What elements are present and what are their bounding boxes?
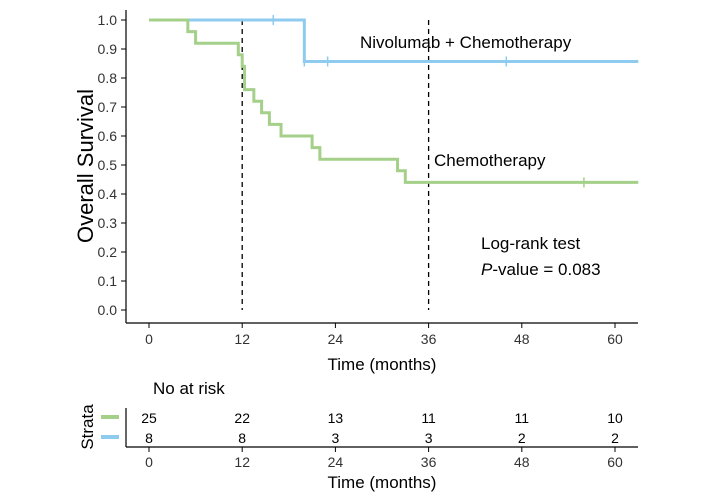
risk-x-tick-group: 0 12 24 36 48 60 xyxy=(145,447,623,470)
stat-test-label: Log-rank test xyxy=(481,234,580,253)
risk-cell: 22 xyxy=(234,410,250,426)
x-tick-label: 36 xyxy=(421,331,437,347)
risk-cell: 11 xyxy=(421,410,436,426)
risk-x-tick-label: 60 xyxy=(607,454,623,470)
risk-cell: 8 xyxy=(145,430,153,446)
y-tick-label: 0.1 xyxy=(98,273,118,289)
y-tick-group: 0.0 0.1 0.2 0.3 0.4 0.5 0.6 0.7 0.8 0.9 1.0 xyxy=(98,12,126,318)
x-tick-label: 0 xyxy=(145,331,153,347)
x-tick-label: 60 xyxy=(607,331,623,347)
risk-x-tick-label: 0 xyxy=(145,454,153,470)
risk-cell: 3 xyxy=(332,430,340,446)
risk-cell: 2 xyxy=(518,430,526,446)
risk-table-title: No at risk xyxy=(153,379,225,398)
strata-swatch-chemotherapy xyxy=(101,415,119,419)
risk-cell: 3 xyxy=(425,430,433,446)
y-tick-label: 0.8 xyxy=(98,70,118,86)
risk-x-tick-label: 24 xyxy=(328,454,344,470)
risk-x-axis-title: Time (months) xyxy=(328,473,437,492)
y-tick-label: 0.2 xyxy=(98,244,118,260)
risk-x-tick-label: 48 xyxy=(514,454,530,470)
reference-lines xyxy=(241,20,430,310)
series-label-chemotherapy: Chemotherapy xyxy=(434,151,546,170)
x-tick-label: 48 xyxy=(514,331,530,347)
risk-cell: 2 xyxy=(611,430,619,446)
curve-nivolumab xyxy=(149,18,639,63)
y-tick-label: 0.4 xyxy=(98,186,118,202)
y-tick-label: 0.5 xyxy=(98,157,118,173)
x-tick-group: 0 12 24 36 48 60 xyxy=(145,323,623,347)
x-axis-title: Time (months) xyxy=(328,355,437,374)
y-tick-label: 0.9 xyxy=(98,41,118,57)
series-label-nivolumab: Nivolumab + Chemotherapy xyxy=(360,33,572,52)
stat-p-value: P-value = 0.083 xyxy=(481,260,601,279)
risk-x-tick-label: 36 xyxy=(421,454,437,470)
strata-label: Strata xyxy=(78,404,97,450)
x-tick-label: 24 xyxy=(328,331,344,347)
risk-cell: 25 xyxy=(141,410,157,426)
y-tick-label: 0.6 xyxy=(98,128,118,144)
y-tick-label: 0.7 xyxy=(98,99,118,115)
y-axis-title: Overall Survival xyxy=(73,89,98,243)
risk-table-cells: 25 22 13 11 11 108 8 3 3 2 2 xyxy=(141,410,623,446)
y-tick-label: 0.0 xyxy=(98,302,118,318)
risk-cell: 11 xyxy=(515,410,530,426)
curve-chemotherapy xyxy=(149,18,639,184)
y-tick-label: 0.3 xyxy=(98,215,118,231)
x-tick-label: 12 xyxy=(234,331,250,347)
risk-cell: 8 xyxy=(238,430,246,446)
risk-cell: 10 xyxy=(607,410,623,426)
risk-cell: 13 xyxy=(328,410,344,426)
survival-curves xyxy=(149,15,639,188)
y-tick-label: 1.0 xyxy=(98,12,118,28)
risk-x-tick-label: 12 xyxy=(234,454,250,470)
strata-swatch-nivolumab xyxy=(101,435,119,439)
